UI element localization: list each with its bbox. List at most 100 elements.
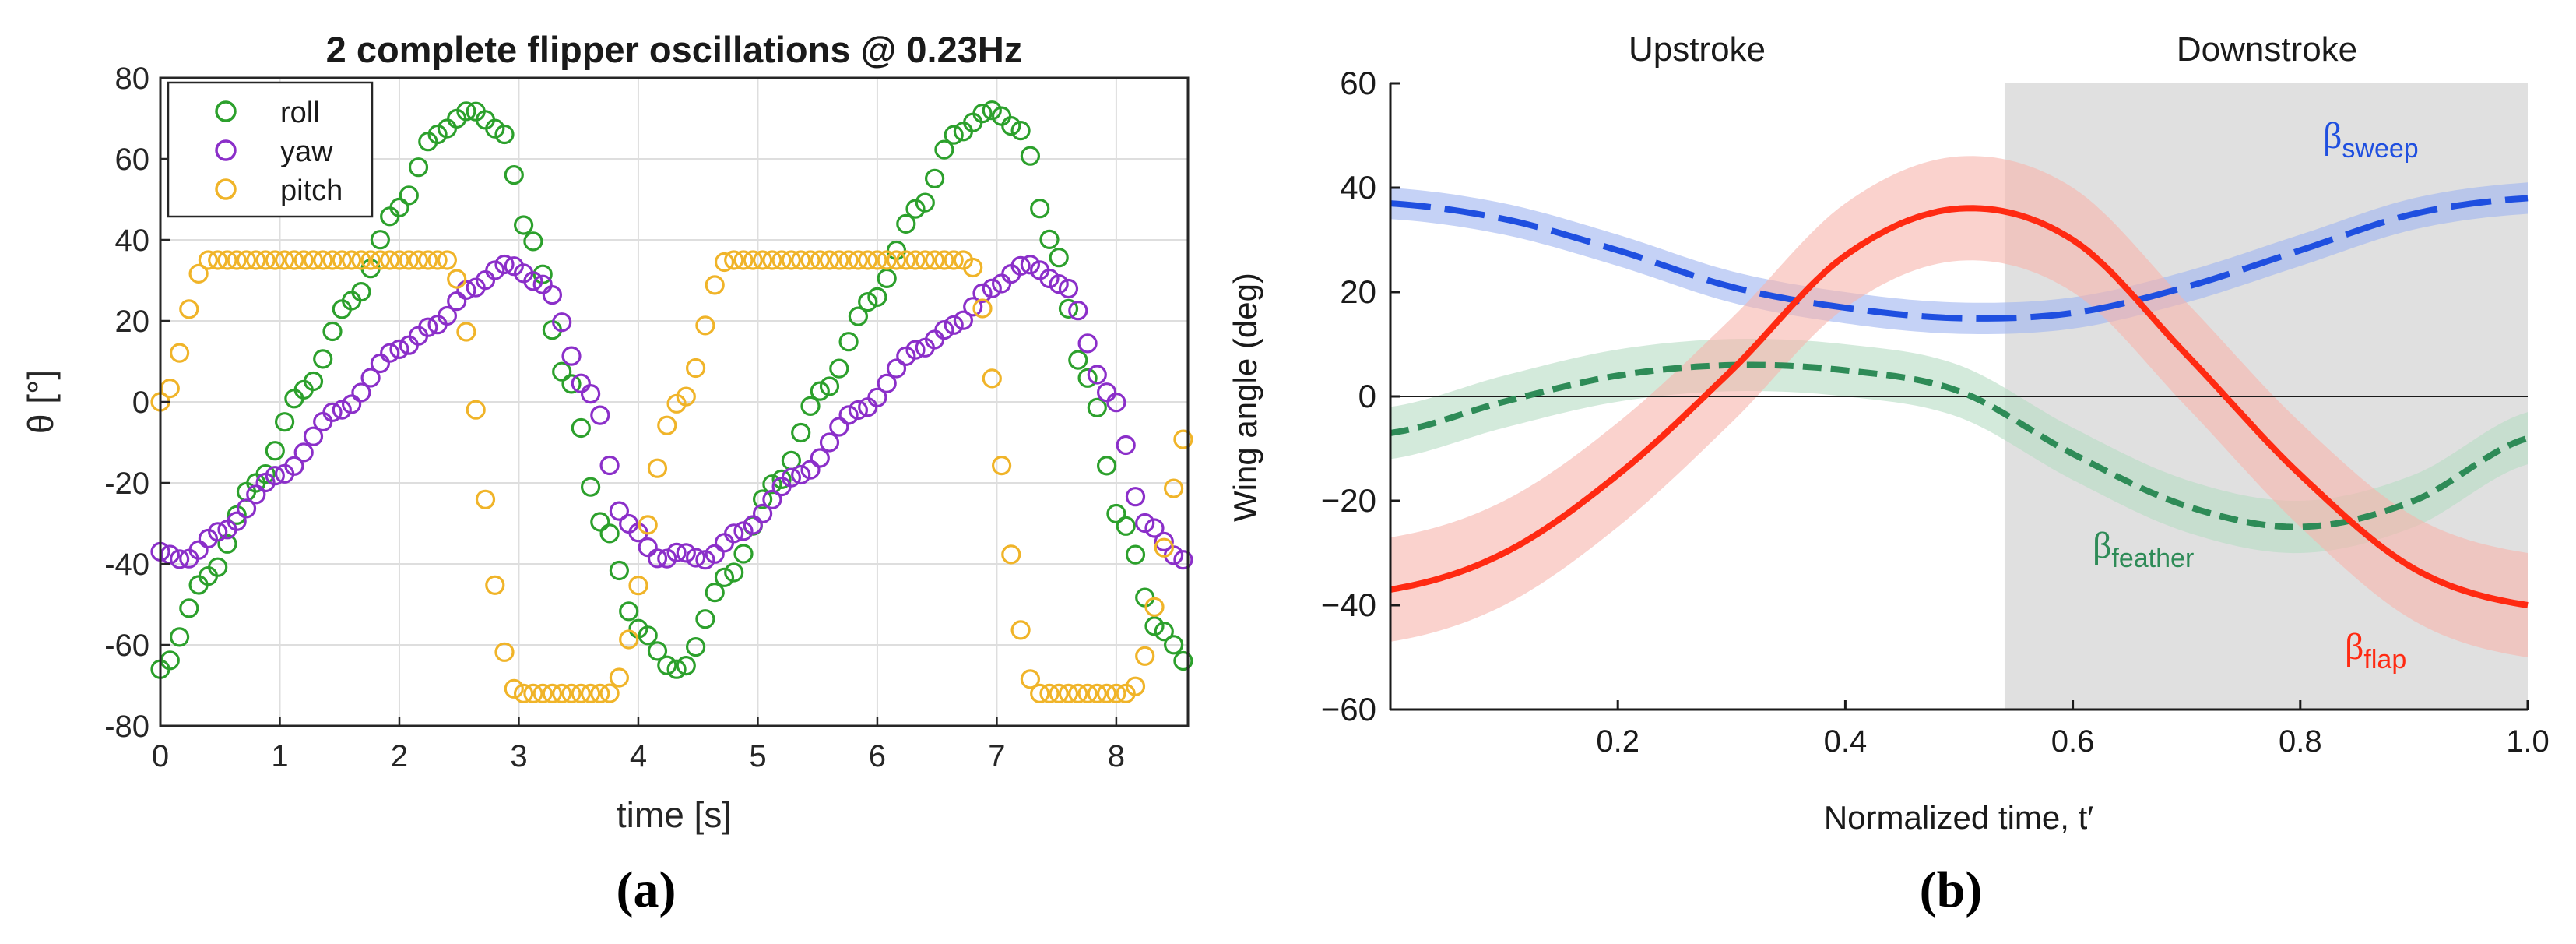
data-point-pitch [647, 458, 668, 478]
data-point-yaw [332, 400, 352, 420]
data-point-yaw [1039, 268, 1060, 289]
y-tick-label: -40 [104, 548, 149, 582]
data-point-pitch [810, 250, 830, 270]
data-point-roll [427, 124, 448, 145]
panel-a-y-ticks: 80 60 40 20 0 -20 -40 -60 -80 [104, 62, 170, 744]
data-point-roll [208, 557, 228, 577]
data-point-pitch [284, 250, 304, 270]
data-point-pitch [771, 250, 792, 270]
data-point-pitch [590, 683, 610, 704]
data-point-yaw [724, 523, 744, 544]
x-tick-label: 0.8 [2279, 724, 2322, 759]
x-tick-label: 1.0 [2506, 724, 2550, 759]
data-point-yaw [1087, 365, 1107, 385]
data-point-pitch [982, 368, 1002, 389]
data-point-roll [800, 396, 821, 417]
data-point-pitch [456, 322, 476, 342]
sweep-symbol: β [2323, 115, 2342, 157]
legend-marker-roll [215, 100, 237, 122]
data-point-pitch [303, 250, 324, 270]
data-point-roll [867, 287, 887, 307]
data-point-yaw [1049, 274, 1069, 294]
data-point-pitch [733, 250, 754, 270]
data-point-pitch [360, 250, 381, 270]
data-point-pitch [208, 250, 228, 270]
data-point-roll [408, 157, 429, 178]
data-point-yaw [791, 464, 811, 485]
data-point-pitch [1154, 537, 1174, 558]
data-point-pitch [1010, 620, 1031, 640]
data-point-pitch [1068, 683, 1088, 704]
data-point-pitch [437, 250, 458, 270]
data-point-yaw [418, 317, 438, 337]
sweep-subscript: sweep [2342, 134, 2418, 164]
y-tick-label: -80 [104, 710, 149, 744]
data-point-yaw [848, 400, 869, 421]
data-point-yaw [1154, 531, 1174, 552]
data-point-yaw [972, 283, 993, 303]
data-point-pitch [370, 250, 390, 270]
data-point-yaw [695, 550, 715, 570]
series-yaw [150, 254, 1193, 570]
legend-label-roll: roll [280, 97, 320, 129]
data-point-pitch [609, 667, 630, 688]
data-point-yaw [456, 280, 476, 300]
data-point-roll [848, 306, 869, 326]
data-point-pitch [886, 250, 907, 270]
data-point-pitch [275, 250, 295, 270]
data-point-yaw [293, 442, 314, 463]
data-point-pitch [915, 250, 935, 270]
data-point-yaw [762, 489, 782, 510]
flap-symbol: β [2345, 626, 2363, 667]
y-tick-label: -60 [104, 629, 149, 663]
data-point-roll [619, 601, 639, 622]
legend-label-pitch: pitch [280, 174, 343, 207]
data-point-pitch [1135, 646, 1155, 666]
data-point-pitch [236, 250, 257, 270]
data-point-pitch [494, 642, 515, 662]
data-point-yaw [523, 271, 543, 291]
data-point-roll [1049, 248, 1069, 268]
data-point-pitch [179, 299, 199, 319]
data-point-roll [1163, 635, 1184, 655]
data-point-yaw [590, 405, 610, 425]
data-point-pitch [351, 250, 371, 270]
data-point-yaw [1068, 301, 1088, 321]
data-point-roll [762, 474, 782, 495]
data-point-yaw [188, 540, 209, 560]
panel-b-x-label: Normalized time, t′ [1824, 799, 2093, 836]
data-point-roll [1058, 298, 1079, 319]
data-point-yaw [800, 460, 821, 480]
data-point-roll [752, 489, 773, 509]
data-point-roll [456, 101, 476, 122]
data-point-yaw [905, 340, 926, 360]
data-point-roll [389, 197, 409, 217]
data-point-pitch [447, 269, 467, 289]
x-tick-label: 3 [510, 739, 527, 773]
data-point-pitch [380, 250, 400, 270]
data-point-yaw [781, 467, 802, 488]
data-point-roll [303, 371, 324, 392]
data-point-roll [1096, 456, 1117, 476]
data-point-yaw [1173, 550, 1193, 570]
data-point-yaw [1125, 487, 1146, 507]
line-sweep [1390, 195, 2529, 322]
data-point-yaw [953, 310, 974, 330]
data-point-pitch [466, 400, 486, 420]
data-point-yaw [829, 417, 849, 437]
data-point-roll [590, 512, 610, 532]
data-point-pitch [1087, 683, 1107, 704]
data-point-roll [609, 560, 630, 581]
line-feather [1390, 361, 2529, 530]
data-point-roll [934, 139, 954, 160]
data-point-yaw [609, 501, 630, 521]
data-point-roll [944, 125, 964, 145]
data-point-pitch [599, 683, 620, 703]
data-point-roll [179, 598, 199, 618]
data-point-yaw [437, 305, 458, 326]
data-point-pitch [963, 257, 983, 278]
data-point-roll [685, 636, 706, 657]
x-tick-label: 0 [152, 739, 169, 773]
data-point-yaw [599, 455, 620, 476]
data-point-pitch [867, 250, 887, 270]
